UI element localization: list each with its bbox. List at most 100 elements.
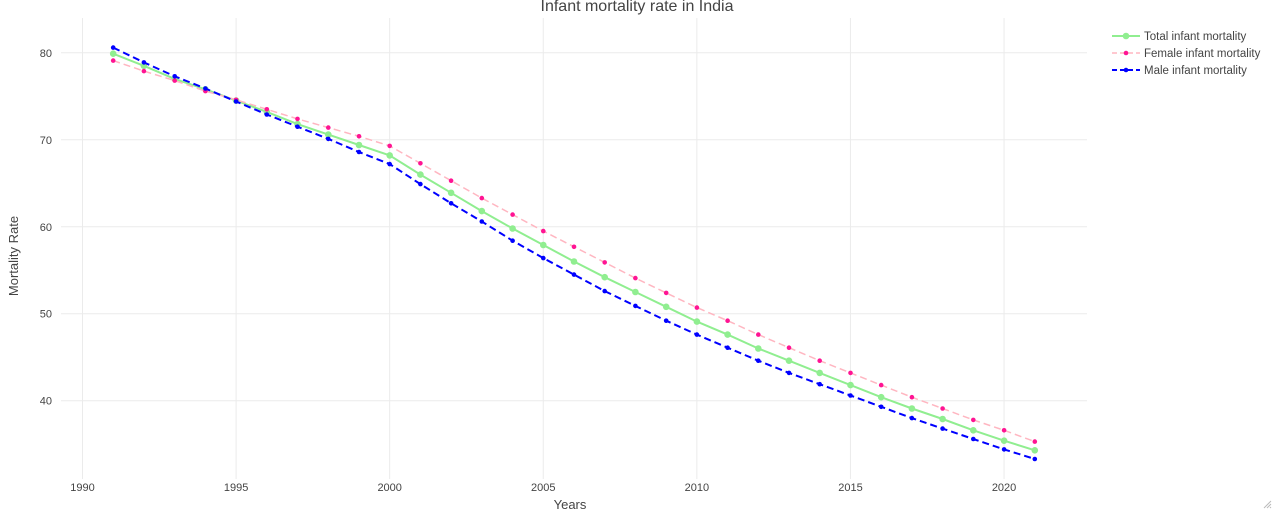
data-point[interactable]	[355, 141, 363, 149]
data-point[interactable]	[478, 207, 486, 215]
y-tick-label: 70	[40, 135, 52, 147]
data-point[interactable]	[909, 415, 915, 421]
data-point[interactable]	[110, 45, 116, 50]
data-point[interactable]	[633, 303, 638, 309]
data-point[interactable]	[510, 212, 515, 217]
data-point[interactable]	[295, 124, 300, 129]
data-point[interactable]	[601, 273, 608, 281]
data-point[interactable]	[755, 345, 762, 352]
data-point[interactable]	[848, 393, 853, 398]
data-point[interactable]	[387, 143, 393, 149]
data-point[interactable]	[785, 357, 793, 365]
data-point[interactable]	[816, 369, 823, 377]
data-point[interactable]	[479, 219, 485, 224]
data-point[interactable]	[418, 181, 423, 187]
data-point[interactable]	[848, 370, 853, 376]
data-point[interactable]	[172, 74, 177, 79]
data-point[interactable]	[141, 60, 147, 65]
data-point[interactable]	[172, 78, 177, 83]
data-point[interactable]	[1001, 447, 1007, 452]
data-point[interactable]	[541, 255, 546, 261]
data-point[interactable]	[325, 131, 332, 138]
data-point[interactable]	[203, 86, 208, 91]
data-point[interactable]	[632, 288, 639, 296]
data-point[interactable]	[908, 405, 916, 412]
data-point[interactable]	[756, 358, 761, 364]
data-point[interactable]	[509, 225, 516, 232]
y-tick-label: 80	[40, 48, 52, 60]
data-point[interactable]	[602, 288, 607, 294]
data-point[interactable]	[448, 201, 454, 206]
data-point[interactable]	[233, 99, 239, 104]
data-point[interactable]	[264, 112, 270, 117]
data-point[interactable]	[1031, 447, 1039, 454]
data-point[interactable]	[356, 149, 362, 155]
data-point[interactable]	[417, 171, 424, 178]
legend-item[interactable]: Total infant mortality	[1112, 31, 1247, 43]
data-point[interactable]	[786, 345, 792, 351]
data-point[interactable]	[1032, 439, 1038, 444]
legend-item[interactable]: Female infant mortality	[1112, 48, 1261, 60]
x-tick-label: 1995	[224, 482, 248, 494]
data-point[interactable]	[264, 107, 270, 112]
data-point[interactable]	[448, 178, 454, 183]
data-point[interactable]	[541, 228, 546, 234]
data-point[interactable]	[756, 332, 761, 337]
data-point[interactable]	[817, 358, 822, 364]
data-point[interactable]	[110, 58, 116, 63]
data-point[interactable]	[1032, 456, 1038, 462]
series-2	[110, 58, 1038, 444]
data-point[interactable]	[909, 394, 915, 400]
data-point[interactable]	[295, 116, 300, 122]
data-point[interactable]	[602, 260, 607, 265]
data-point[interactable]	[693, 318, 701, 325]
data-point[interactable]	[570, 258, 578, 265]
data-point[interactable]	[786, 370, 792, 376]
data-point[interactable]	[540, 241, 547, 249]
series-group	[109, 45, 1039, 462]
y-axis-title: Mortality Rate	[6, 216, 21, 296]
data-point[interactable]	[725, 318, 730, 324]
data-point[interactable]	[724, 331, 731, 338]
data-point[interactable]	[971, 436, 976, 442]
data-point[interactable]	[571, 244, 577, 250]
data-point[interactable]	[725, 345, 730, 351]
data-point[interactable]	[633, 275, 638, 281]
data-point[interactable]	[878, 404, 884, 410]
legend-marker	[1123, 50, 1129, 56]
data-point[interactable]	[387, 161, 393, 167]
legend-item[interactable]: Male infant mortality	[1112, 65, 1247, 77]
data-point[interactable]	[878, 382, 884, 388]
data-point[interactable]	[663, 318, 669, 324]
data-point[interactable]	[141, 68, 147, 74]
series-line	[112, 46, 1036, 460]
data-point[interactable]	[662, 303, 670, 311]
data-point[interactable]	[356, 134, 362, 139]
data-point[interactable]	[939, 415, 946, 423]
data-point[interactable]	[386, 152, 394, 159]
data-point[interactable]	[418, 161, 423, 166]
data-point[interactable]	[1000, 437, 1008, 445]
resize-grip-icon[interactable]	[1262, 499, 1272, 509]
data-point[interactable]	[663, 290, 669, 296]
data-point[interactable]	[694, 305, 700, 310]
data-point[interactable]	[447, 189, 455, 197]
data-point[interactable]	[940, 426, 945, 431]
data-point[interactable]	[479, 195, 485, 201]
data-point[interactable]	[847, 381, 854, 389]
data-point[interactable]	[971, 417, 976, 423]
y-axis-ticks: 40 50 60 70 80	[40, 48, 52, 408]
data-point[interactable]	[877, 393, 885, 401]
data-point[interactable]	[510, 238, 515, 243]
data-point[interactable]	[1001, 428, 1007, 433]
data-point[interactable]	[109, 50, 117, 57]
x-axis-title: Years	[554, 497, 587, 512]
data-point[interactable]	[970, 427, 977, 434]
data-point[interactable]	[326, 136, 331, 142]
data-point[interactable]	[326, 125, 331, 130]
data-point[interactable]	[571, 272, 577, 277]
data-point[interactable]	[817, 381, 822, 387]
data-point[interactable]	[940, 406, 945, 411]
data-point[interactable]	[694, 332, 700, 337]
